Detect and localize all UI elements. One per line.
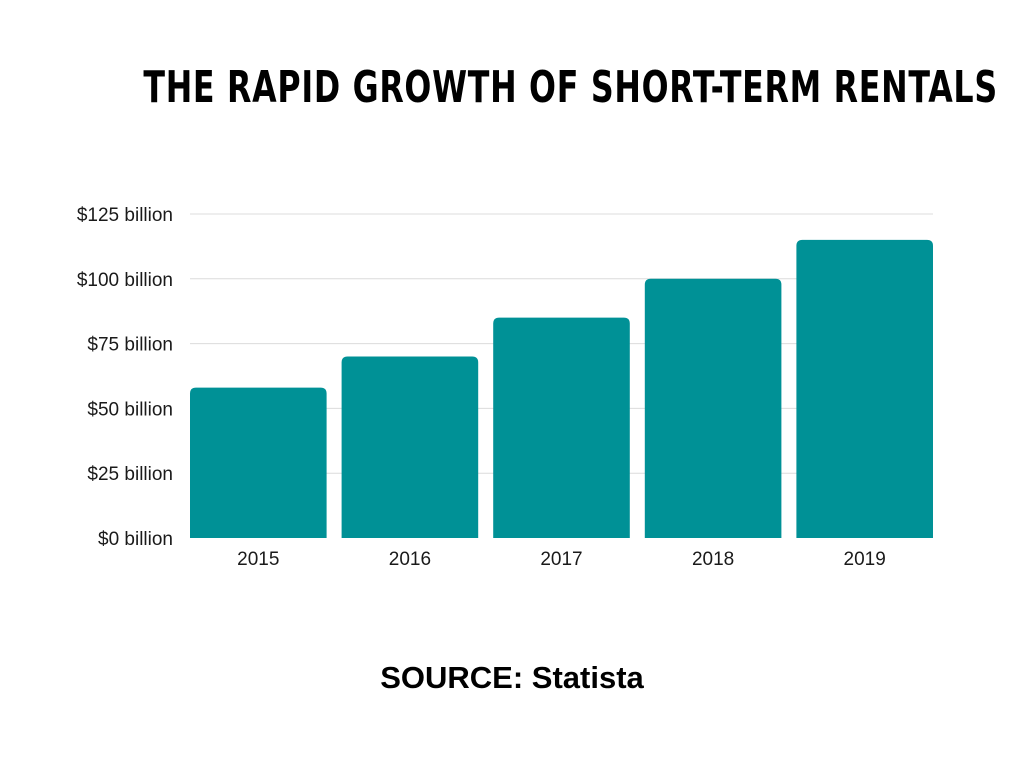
y-tick-label: $0 billion <box>98 529 173 550</box>
y-axis: $0 billion $25 billion $50 billion $75 bill… <box>77 205 173 550</box>
x-tick-label: 2015 <box>237 549 279 570</box>
y-tick-label: $100 billion <box>77 270 173 291</box>
x-tick-label: 2019 <box>844 549 886 570</box>
bar-layer <box>190 239 933 539</box>
bar-2016 <box>341 356 479 538</box>
bar-2015 <box>190 387 327 538</box>
source-note: SOURCE: Statista <box>380 660 644 695</box>
bar-2018 <box>644 278 782 538</box>
y-tick-label: $50 billion <box>87 399 173 420</box>
y-tick-label: $25 billion <box>87 464 173 485</box>
y-tick-label: $125 billion <box>77 205 173 226</box>
x-tick-label: 2018 <box>692 549 734 570</box>
x-tick-label: 2017 <box>540 549 582 570</box>
y-tick-label: $75 billion <box>87 335 173 356</box>
bar-2019 <box>796 239 933 539</box>
x-axis: 2015 2016 2017 2018 2019 <box>237 549 886 570</box>
x-tick-label: 2016 <box>389 549 431 570</box>
bar-2017 <box>493 317 630 538</box>
chart-title: THE RAPID GROWTH OF SHORT-TERM RENTALS <box>143 62 998 113</box>
